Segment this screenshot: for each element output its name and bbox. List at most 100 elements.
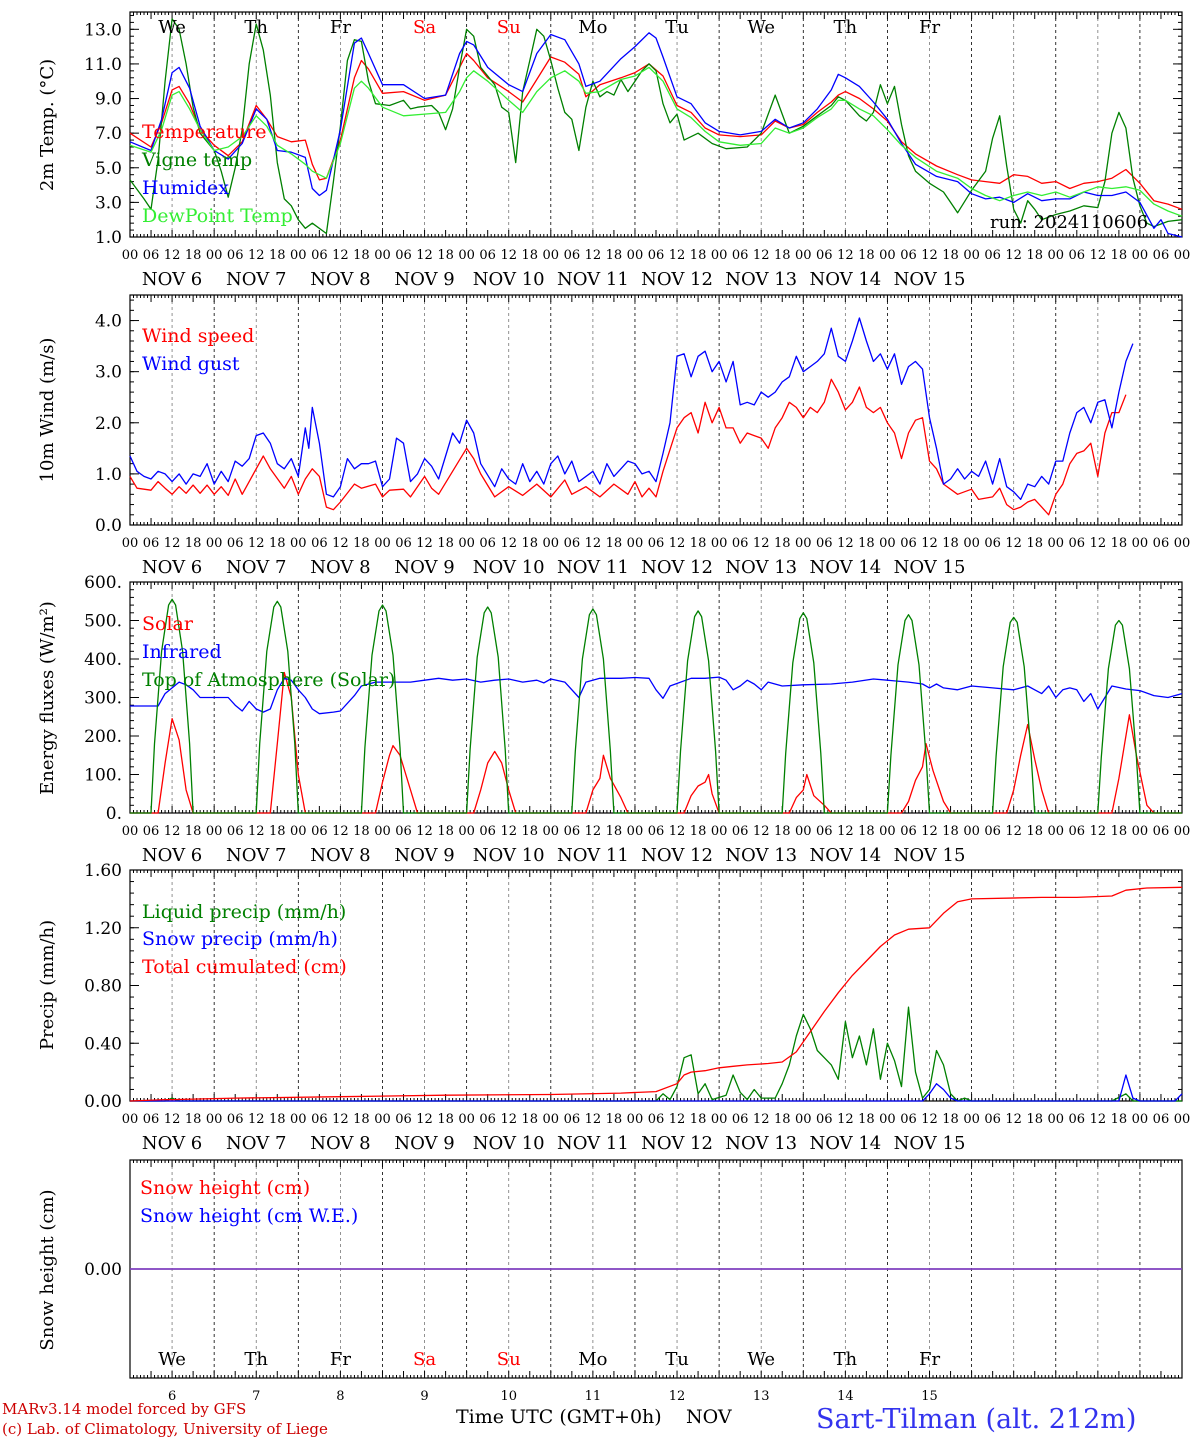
hour-tick-label: 06 bbox=[900, 536, 917, 551]
hour-tick-label: 06 bbox=[1069, 824, 1086, 839]
hour-tick-label: 18 bbox=[942, 824, 959, 839]
date-label: NOV 15 bbox=[894, 845, 966, 866]
hour-tick-label: 06 bbox=[1153, 248, 1170, 263]
hour-tick-label: 06 bbox=[732, 824, 749, 839]
hour-tick-label: 00 bbox=[374, 248, 391, 263]
date-label: NOV 9 bbox=[394, 557, 454, 578]
day-name: Fr bbox=[919, 17, 940, 38]
hour-tick-label: 06 bbox=[1069, 1112, 1086, 1127]
date-label: NOV 11 bbox=[557, 845, 629, 866]
day-name: Th bbox=[834, 1349, 858, 1370]
legend-entry: Temperature bbox=[142, 121, 266, 143]
y-axis-title: 10m Wind (m/s) bbox=[37, 338, 58, 483]
day-name: Su bbox=[497, 17, 521, 38]
day-name: We bbox=[158, 1349, 186, 1370]
hour-tick-label: 18 bbox=[774, 536, 791, 551]
day-name: Sa bbox=[413, 17, 436, 38]
hour-tick-label: 12 bbox=[500, 248, 517, 263]
hour-tick-label: 18 bbox=[437, 536, 454, 551]
hour-tick-label: 12 bbox=[248, 248, 265, 263]
hour-tick-label: 06 bbox=[143, 536, 160, 551]
hour-tick-label: 00 bbox=[963, 248, 980, 263]
station-name: Sart-Tilman (alt. 212m) bbox=[816, 1404, 1136, 1435]
y-axis-title: Snow height (cm) bbox=[37, 1189, 58, 1350]
hour-tick-label: 06 bbox=[395, 248, 412, 263]
hour-tick-label: 12 bbox=[332, 248, 349, 263]
plot-frame bbox=[129, 581, 1183, 814]
hour-tick-label: 00 bbox=[963, 824, 980, 839]
hour-tick-label: 12 bbox=[837, 824, 854, 839]
hour-tick-label: 18 bbox=[353, 1112, 370, 1127]
hour-tick-label: 12 bbox=[416, 536, 433, 551]
run-label: run: 2024110606 bbox=[990, 212, 1148, 233]
hour-tick-label: 00 bbox=[543, 1112, 560, 1127]
hour-tick-label: 18 bbox=[774, 248, 791, 263]
y-tick-label: 1.0 bbox=[95, 465, 122, 485]
y-tick-label: 0.0 bbox=[95, 516, 122, 536]
hour-tick-label: 00 bbox=[963, 536, 980, 551]
hour-tick-label: 06 bbox=[732, 1112, 749, 1127]
hour-tick-label: 12 bbox=[837, 248, 854, 263]
hour-tick-label: 18 bbox=[690, 824, 707, 839]
y-axis-title: Precip (mm/h) bbox=[37, 920, 58, 1050]
hour-tick-label: 12 bbox=[837, 536, 854, 551]
date-label: NOV 7 bbox=[226, 269, 286, 290]
hour-tick-label: 12 bbox=[669, 824, 686, 839]
date-label: NOV 12 bbox=[641, 845, 713, 866]
day-number: 12 bbox=[669, 1389, 686, 1404]
day-name: Fr bbox=[330, 1349, 351, 1370]
series-line-total-cumulated-cm bbox=[129, 886, 1183, 1102]
hour-tick-label: 00 bbox=[543, 536, 560, 551]
hour-tick-label: 18 bbox=[1026, 1112, 1043, 1127]
hour-tick-label: 00 bbox=[795, 1112, 812, 1127]
y-tick-label: 3.0 bbox=[95, 363, 122, 383]
hour-tick-label: 18 bbox=[437, 1112, 454, 1127]
hour-tick-label: 06 bbox=[311, 1112, 328, 1127]
hour-tick-label: 12 bbox=[332, 824, 349, 839]
hour-tick-label: 06 bbox=[900, 824, 917, 839]
date-label: NOV 14 bbox=[809, 1133, 881, 1154]
day-name: Fr bbox=[919, 1349, 940, 1370]
hour-tick-label: 12 bbox=[1005, 1112, 1022, 1127]
hour-tick-label: 18 bbox=[606, 536, 623, 551]
hour-tick-label: 06 bbox=[479, 1112, 496, 1127]
series-line-top-of-atmosphere-solar bbox=[130, 598, 1182, 814]
day-name: Sa bbox=[413, 1349, 436, 1370]
hour-tick-label: 00 bbox=[627, 1112, 644, 1127]
date-label: NOV 11 bbox=[557, 1133, 629, 1154]
hour-tick-label: 06 bbox=[479, 536, 496, 551]
hour-tick-label: 12 bbox=[585, 536, 602, 551]
hour-tick-label: 12 bbox=[1005, 248, 1022, 263]
date-label: NOV 9 bbox=[394, 269, 454, 290]
hour-tick-label: 12 bbox=[753, 1112, 770, 1127]
date-label: NOV 13 bbox=[725, 269, 797, 290]
x-axis-title: Time UTC (GMT+0h) bbox=[456, 1406, 662, 1428]
hour-tick-label: 18 bbox=[690, 1112, 707, 1127]
hour-tick-label: 18 bbox=[269, 1112, 286, 1127]
hour-tick-label: 18 bbox=[942, 536, 959, 551]
hour-tick-label: 00 bbox=[1047, 824, 1064, 839]
hour-tick-label: 18 bbox=[269, 536, 286, 551]
hour-tick-label: 12 bbox=[753, 536, 770, 551]
y-tick-label: 3.0 bbox=[95, 193, 122, 213]
date-label: NOV 14 bbox=[809, 557, 881, 578]
hour-tick-label: 06 bbox=[900, 1112, 917, 1127]
hour-tick-label: 06 bbox=[648, 536, 665, 551]
hour-tick-label: 06 bbox=[395, 536, 412, 551]
date-label: NOV 13 bbox=[725, 557, 797, 578]
day-name: We bbox=[747, 1349, 775, 1370]
date-label: NOV 15 bbox=[894, 1133, 966, 1154]
hour-tick-label: 06 bbox=[564, 824, 581, 839]
hour-tick-label: 06 bbox=[311, 248, 328, 263]
hour-tick-label: 00 bbox=[1132, 1112, 1149, 1127]
hour-tick-label: 12 bbox=[753, 824, 770, 839]
hour-tick-label: 06 bbox=[143, 824, 160, 839]
hour-tick-label: 00 bbox=[122, 536, 139, 551]
legend-entry: Wind speed bbox=[142, 325, 254, 347]
hour-tick-label: 18 bbox=[858, 248, 875, 263]
hour-tick-label: 00 bbox=[374, 536, 391, 551]
series-line-wind-speed bbox=[129, 378, 1127, 516]
hour-tick-label: 06 bbox=[648, 824, 665, 839]
hour-tick-label: 18 bbox=[269, 824, 286, 839]
hour-tick-label: 18 bbox=[1111, 1112, 1128, 1127]
